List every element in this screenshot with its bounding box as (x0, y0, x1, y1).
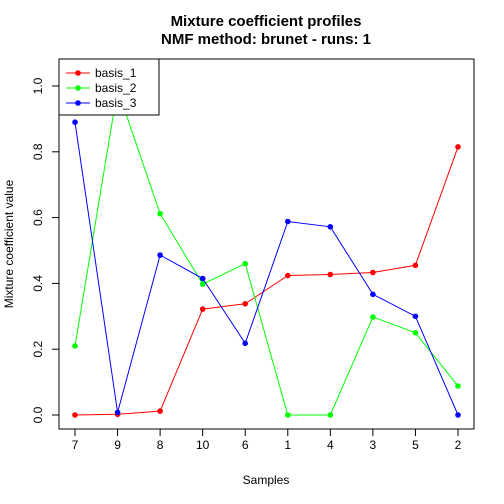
data-point (157, 408, 163, 414)
x-tick-label: 2 (455, 438, 462, 452)
legend-label: basis_1 (95, 66, 137, 80)
data-point (412, 313, 419, 320)
series-line (74, 122, 459, 416)
x-axis-label: Samples (243, 473, 290, 487)
data-point (370, 291, 376, 298)
data-point (199, 275, 206, 282)
data-point (199, 306, 206, 312)
series-line (74, 146, 459, 416)
x-tick-label: 3 (370, 438, 377, 452)
data-point (370, 269, 376, 276)
series-basis_2 (72, 86, 461, 418)
data-point (285, 412, 291, 418)
data-point (157, 252, 163, 258)
x-tick-label: 4 (327, 438, 334, 452)
y-tick-label: 0.6 (31, 209, 45, 226)
data-point (412, 262, 419, 269)
data-point (72, 343, 78, 349)
data-point (412, 330, 419, 336)
y-tick-label: 0.2 (31, 341, 45, 358)
chart-title: Mixture coefficient profiles (171, 13, 362, 30)
y-axis: 0.0 0.2 0.4 0.6 0.8 1.0 (31, 77, 60, 423)
series-line (74, 89, 459, 416)
legend-item: basis_3 (66, 96, 137, 110)
legend-marker (75, 70, 81, 76)
x-tick-label: 5 (412, 438, 419, 452)
legend-item: basis_2 (66, 81, 137, 95)
data-point (242, 260, 248, 267)
y-tick-label: 0.0 (31, 406, 45, 423)
chart-subtitle: NMF method: brunet - runs: 1 (161, 31, 371, 48)
data-point (370, 314, 376, 320)
data-point (72, 119, 78, 125)
legend-marker (75, 85, 81, 91)
data-point (327, 271, 334, 278)
data-point (455, 144, 461, 150)
legend-label: basis_3 (95, 96, 137, 110)
x-tick-label: 6 (242, 438, 249, 452)
series-layer (72, 86, 461, 418)
data-point (455, 412, 461, 418)
data-point (285, 272, 291, 279)
y-tick-label: 0.8 (31, 143, 45, 160)
data-point (327, 412, 334, 418)
x-tick-label: 9 (114, 438, 121, 452)
data-point (285, 218, 291, 225)
x-tick-label: 8 (157, 438, 164, 452)
data-point (242, 301, 248, 307)
x-axis: 7 9 8 10 6 1 4 3 5 2 (72, 428, 462, 452)
data-point (327, 224, 334, 230)
data-point (72, 412, 78, 418)
y-axis-label: Mixture coefficient value (2, 179, 16, 308)
data-point (242, 340, 248, 347)
data-point (199, 281, 206, 287)
legend-marker (75, 100, 81, 106)
x-tick-label: 1 (284, 438, 291, 452)
data-point (455, 383, 461, 389)
y-tick-label: 1.0 (31, 77, 45, 94)
x-tick-label: 10 (196, 438, 210, 452)
y-tick-label: 0.4 (31, 275, 45, 292)
data-point (157, 210, 163, 217)
x-tick-label: 7 (72, 438, 79, 452)
legend-label: basis_2 (95, 81, 137, 95)
legend-item: basis_1 (66, 66, 137, 80)
data-point (114, 409, 121, 416)
series-basis_3 (72, 119, 461, 418)
